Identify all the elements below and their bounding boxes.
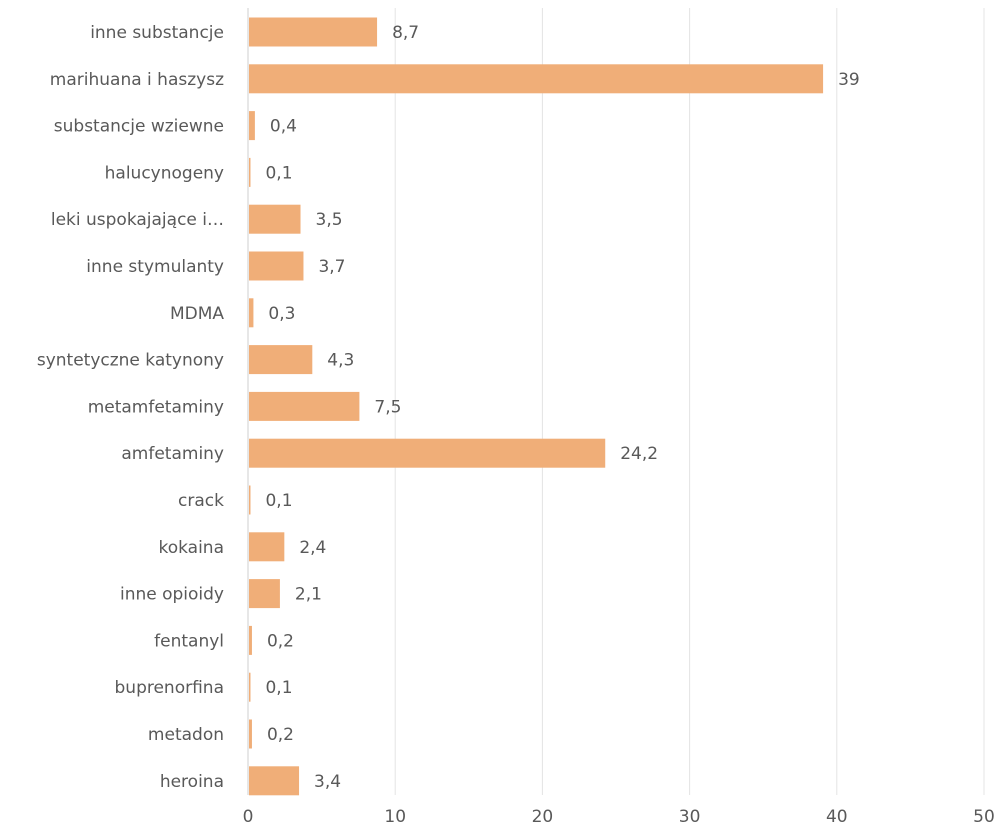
value-label: 0,1 — [265, 678, 292, 698]
category-label: heroina — [160, 772, 224, 792]
value-label: 0,4 — [270, 117, 297, 137]
bar-inne-stymulanty — [249, 251, 304, 281]
value-label: 4,3 — [327, 351, 354, 371]
bar-halucynogeny — [249, 157, 251, 187]
bar-metadon — [249, 719, 252, 749]
category-label: marihuana i haszysz — [50, 70, 224, 90]
bar-buprenorfina — [249, 672, 251, 702]
category-label: substancje wziewne — [54, 117, 224, 137]
x-axis-tick-labels: 0 10 20 30 40 50 — [243, 807, 995, 827]
value-label: 2,1 — [295, 585, 322, 605]
bar-crack — [249, 485, 251, 515]
bar-inne-opioidy — [249, 579, 280, 609]
value-label: 2,4 — [299, 538, 326, 558]
bar-leki-uspokajaj-ce-i- — [249, 204, 301, 234]
x-tick-label-20: 20 — [532, 807, 554, 827]
x-tick-label-50: 50 — [973, 807, 995, 827]
category-label: leki uspokajające i… — [51, 210, 224, 230]
x-tick-label-30: 30 — [679, 807, 701, 827]
bar-fentanyl — [249, 625, 252, 655]
value-label: 7,5 — [374, 397, 401, 417]
value-label: 3,5 — [316, 210, 343, 230]
value-label: 24,2 — [620, 444, 658, 464]
value-labels: 8,7 39 0,4 0,1 3,5 3,7 0,3 4,3 7,5 24,2 0,1 2,4 2,1 0… — [265, 23, 859, 792]
bar-syntetyczne-katynony — [249, 345, 313, 375]
category-label: buprenorfina — [115, 678, 225, 698]
value-label: 3,4 — [314, 772, 341, 792]
bar-substancje-wziewne — [249, 111, 255, 141]
value-label: 0,1 — [265, 491, 292, 511]
value-label: 39 — [838, 70, 860, 90]
bar-heroina — [249, 766, 300, 796]
category-label: inne stymulanty — [86, 257, 224, 277]
bar-kokaina — [249, 532, 285, 562]
value-label: 0,1 — [265, 163, 292, 183]
category-label: inne substancje — [90, 23, 224, 43]
bar-amfetaminy — [249, 438, 606, 468]
value-label: 0,3 — [268, 304, 295, 324]
bar-inne-substancje — [249, 17, 378, 47]
category-label: kokaina — [158, 538, 224, 558]
value-label: 0,2 — [267, 631, 294, 651]
value-label: 3,7 — [318, 257, 345, 277]
bar-metamfetaminy — [249, 391, 360, 421]
category-label: crack — [178, 491, 224, 511]
category-label: syntetyczne katynony — [37, 351, 224, 371]
category-label: metamfetaminy — [88, 397, 224, 417]
category-label: inne opioidy — [120, 585, 224, 605]
bar-mdma — [249, 298, 254, 328]
gridlines — [247, 8, 985, 795]
category-labels: inne substancje marihuana i haszysz substa… — [37, 23, 225, 792]
value-label: 0,2 — [267, 725, 294, 745]
x-tick-label-0: 0 — [243, 807, 254, 827]
category-label: halucynogeny — [105, 163, 224, 183]
x-tick-label-40: 40 — [826, 807, 848, 827]
value-label: 8,7 — [392, 23, 419, 43]
bar-marihuana-i-haszysz — [249, 64, 824, 94]
bars — [249, 17, 824, 796]
category-label: fentanyl — [154, 631, 224, 651]
category-label: metadon — [148, 725, 224, 745]
category-label: amfetaminy — [121, 444, 224, 464]
x-tick-label-10: 10 — [384, 807, 406, 827]
category-label: MDMA — [170, 304, 224, 324]
